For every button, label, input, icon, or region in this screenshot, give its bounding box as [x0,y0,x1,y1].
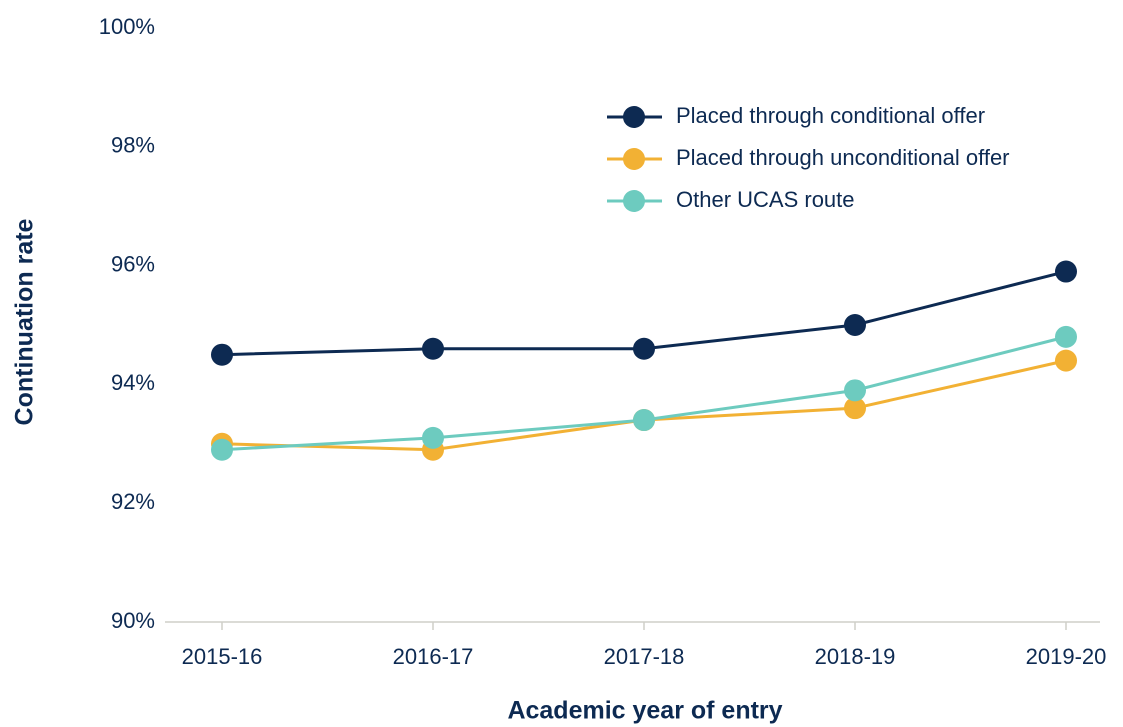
y-tick-label: 100% [99,14,155,39]
y-tick-label: 90% [111,608,155,633]
data-point [633,409,655,432]
y-tick-label: 92% [111,489,155,514]
legend-label: Placed through unconditional offer [676,145,1010,170]
y-tick-label: 96% [111,251,155,276]
x-tick-label: 2016-17 [393,644,474,669]
x-axis-label: Academic year of entry [507,697,782,725]
data-point [211,438,233,461]
data-point [844,314,866,336]
x-tick-label: 2018-19 [815,644,896,669]
x-tick-label: 2019-20 [1026,644,1107,669]
x-tick-label: 2017-18 [604,644,685,669]
data-point [844,397,866,420]
legend-label: Placed through conditional offer [676,103,985,128]
legend-marker [623,190,645,212]
data-point [1055,349,1077,372]
data-point [422,426,444,449]
legend-marker [623,148,645,170]
legend-label: Other UCAS route [676,187,855,212]
data-point [1055,260,1077,283]
data-point [1055,325,1077,348]
data-point [633,337,655,360]
y-tick-label: 94% [111,370,155,395]
data-point [844,379,866,402]
y-tick-label: 98% [111,133,155,158]
data-point [422,337,444,360]
y-axis-label: Continuation rate [11,218,39,425]
data-point [211,343,233,366]
x-tick-label: 2015-16 [182,644,263,669]
legend-marker [623,106,645,128]
series-line [221,359,1067,452]
